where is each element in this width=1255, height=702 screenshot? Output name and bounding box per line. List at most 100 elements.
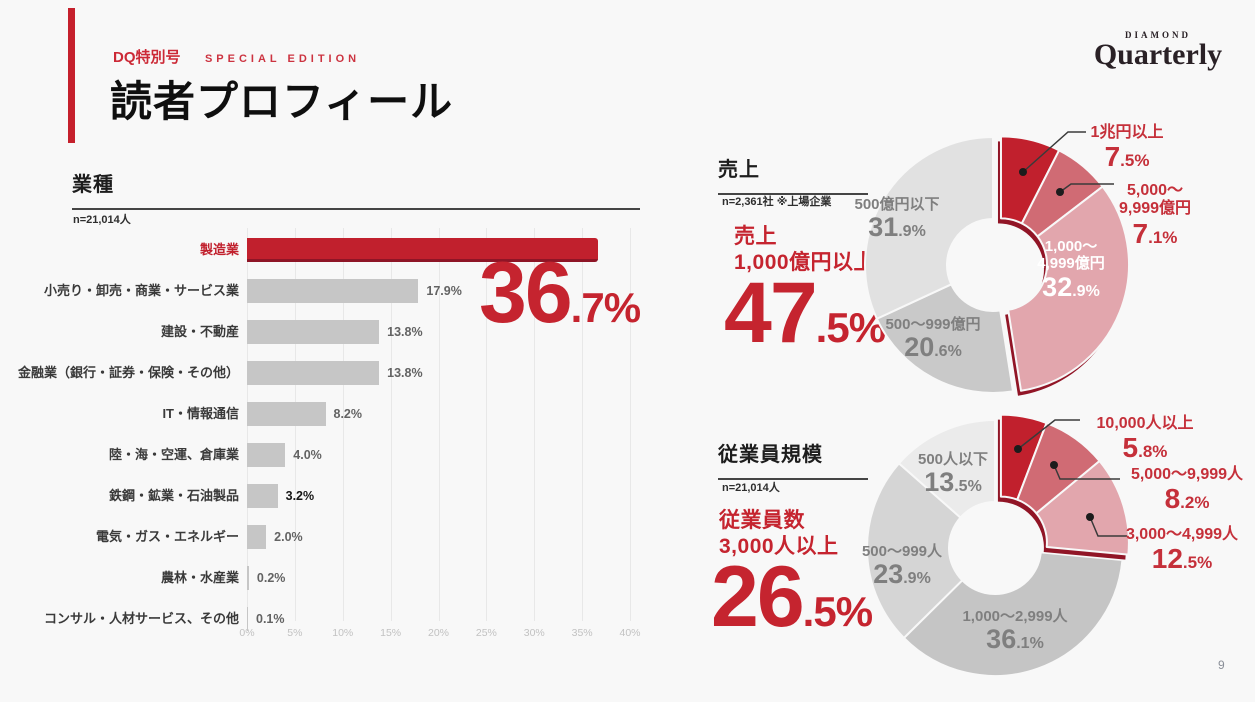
sales-highlight-line2: 1,000億円以上 bbox=[734, 251, 876, 275]
bar bbox=[247, 484, 278, 508]
donut-slice bbox=[897, 419, 996, 519]
donut-svg bbox=[864, 131, 1130, 396]
bar-value-label: 0.2% bbox=[256, 571, 286, 585]
bar bbox=[247, 320, 380, 344]
sales-highlight-value: 47.5% bbox=[724, 265, 886, 361]
industry-top-value: 36.7% bbox=[479, 245, 641, 341]
sales-donut-chart: 1兆円以上 7.5% 5,000～ 9,999億円 7.1% 1,000～ 4,999億円 3… bbox=[850, 118, 1255, 418]
donut-svg bbox=[866, 413, 1130, 677]
donut-slice-name: 500人以下 bbox=[917, 451, 989, 468]
employees-sample-size: n=21,014人 bbox=[722, 482, 780, 494]
employees-donut-chart: 10,000人以上 5.8% 5,000～9,999人 8.2% 3,000～4,999… bbox=[852, 402, 1255, 702]
x-axis-tick: 20% bbox=[427, 627, 450, 639]
leader-line bbox=[1022, 131, 1086, 173]
leader-line bbox=[1089, 516, 1127, 537]
industry-section-title: 業種 bbox=[72, 168, 640, 210]
donut-slice-value: 13.5% bbox=[924, 467, 982, 498]
donut-slice-name: 500～999億円 bbox=[885, 316, 981, 333]
donut-slice-value: 36.1% bbox=[986, 624, 1044, 655]
x-axis-tick: 5% bbox=[287, 627, 303, 639]
donut-slice-label: 5,000～9,999人 8.2% bbox=[1131, 466, 1243, 513]
page-title: 読者プロフィール bbox=[110, 78, 454, 125]
sales-highlight-line1: 売上 bbox=[734, 225, 777, 248]
employees-highlight-line1: 従業員数 bbox=[719, 509, 805, 532]
donut-slice bbox=[875, 283, 1015, 394]
donut-slice-value: 12.5% bbox=[1151, 543, 1213, 575]
gridline bbox=[582, 228, 584, 621]
bar-value-label: 8.2% bbox=[333, 407, 363, 421]
donut-slice-value: 23.9% bbox=[873, 559, 931, 590]
bar-value-label: 3.2% bbox=[285, 489, 315, 503]
x-axis-tick: 0% bbox=[239, 627, 255, 639]
donut-slice-value: 20.6% bbox=[904, 332, 962, 363]
donut-slice-name: 500億円以下 bbox=[854, 196, 940, 213]
x-axis-tick: 30% bbox=[523, 627, 545, 639]
accent-rule bbox=[68, 8, 75, 143]
leader-line bbox=[1059, 183, 1114, 193]
bar-category-label: 金融業（銀行・証券・保険・その他） bbox=[17, 365, 239, 380]
donut-slice-label: 3,000～4,999人 12.5% bbox=[1126, 526, 1238, 573]
x-axis-tick: 10% bbox=[332, 627, 354, 639]
leader-dot-icon bbox=[1050, 461, 1058, 469]
donut-slice-value: 8.2% bbox=[1164, 483, 1210, 515]
brand-logo: DIAMOND Quarterly bbox=[1090, 30, 1226, 72]
logo-diamond-text: DIAMOND bbox=[1125, 30, 1191, 40]
bar-value-label: 17.9% bbox=[426, 284, 462, 298]
leader-line bbox=[1053, 464, 1120, 480]
bar-category-label: IT・情報通信 bbox=[162, 406, 239, 421]
donut-slice bbox=[866, 462, 964, 639]
edition-subtitle: SPECIAL EDITION bbox=[204, 53, 361, 65]
gridline bbox=[630, 228, 631, 621]
bar bbox=[247, 525, 267, 549]
bar-category-label: 小売り・卸売・商業・サービス業 bbox=[43, 283, 239, 298]
bar-category-label: 陸・海・空運、倉庫業 bbox=[108, 447, 239, 462]
donut-slice-value: 7.1% bbox=[1132, 217, 1178, 249]
page-number: 9 bbox=[1218, 658, 1225, 672]
bar-value-label: 13.8% bbox=[387, 366, 423, 380]
donut-slice-value: 7.5% bbox=[1104, 141, 1150, 173]
donut-slice-name: 1,000～2,999人 bbox=[962, 608, 1068, 625]
leader-dot-icon bbox=[1056, 188, 1064, 196]
bar bbox=[247, 443, 286, 467]
donut-slice-value: 32.9% bbox=[1042, 271, 1100, 302]
x-axis-tick: 40% bbox=[619, 627, 641, 639]
bar-category-label: 建設・不動産 bbox=[160, 324, 239, 339]
leader-dot-icon bbox=[1019, 168, 1027, 176]
donut-slice bbox=[864, 136, 994, 320]
sales-highlight-caption: 売上 1,000億円以上 bbox=[734, 224, 875, 276]
bar-value-label: 0.1% bbox=[256, 612, 285, 626]
donut-slice-label: 1,000～2,999人 36.1% bbox=[962, 608, 1067, 653]
donut-slice bbox=[902, 551, 1124, 677]
bar-value-label: 4.0% bbox=[293, 448, 322, 462]
donut-slice-name: 5,000～9,999人 bbox=[1130, 466, 1244, 483]
bar bbox=[247, 238, 599, 262]
donut-slice-name: 3,000～4,999人 bbox=[1125, 526, 1239, 543]
employees-highlight-line2: 3,000人以上 bbox=[719, 535, 839, 559]
bar-category-label: 鉄鋼・鉱業・石油製品 bbox=[108, 488, 239, 503]
edition-line: DQ特別号 SPECIAL EDITION bbox=[113, 46, 360, 67]
gridline bbox=[342, 228, 344, 621]
gridline bbox=[438, 228, 440, 621]
sales-section-title: 売上 bbox=[718, 153, 868, 195]
x-axis-tick: 25% bbox=[475, 627, 497, 639]
donut-slice-label: 500～999億円 20.6% bbox=[885, 316, 980, 361]
logo-quarterly-text: Quarterly bbox=[1093, 38, 1223, 71]
gridline bbox=[486, 228, 488, 621]
gridline bbox=[534, 228, 536, 621]
gridline bbox=[390, 228, 392, 621]
bar bbox=[247, 279, 419, 303]
donut-slice-label: 1兆円以上 7.5% bbox=[1091, 124, 1164, 171]
donut-slice bbox=[1007, 185, 1130, 392]
employees-highlight-caption: 従業員数 3,000人以上 bbox=[719, 508, 839, 560]
edition-tag: DQ特別号 bbox=[113, 49, 181, 66]
donut-slice-name: 1,000～ 4,999億円 bbox=[1037, 238, 1105, 273]
employees-highlight-value: 26.5% bbox=[711, 549, 873, 645]
donut-slice-name: 5,000～ 9,999億円 bbox=[1118, 182, 1192, 218]
donut-slice-name: 500～999人 bbox=[861, 543, 943, 560]
donut-slice-value: 5.8% bbox=[1122, 432, 1168, 464]
donut-slice bbox=[1035, 460, 1130, 556]
x-axis-tick: 15% bbox=[380, 627, 402, 639]
leader-line bbox=[1017, 419, 1080, 450]
bar bbox=[247, 361, 380, 385]
